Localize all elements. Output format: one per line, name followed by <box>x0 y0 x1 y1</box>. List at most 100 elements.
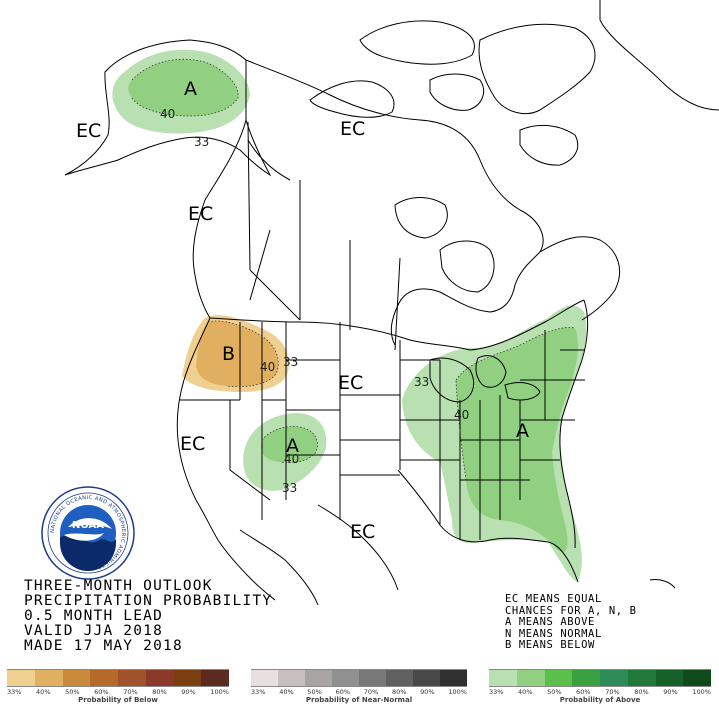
alaska-above-40-area <box>128 59 239 116</box>
ec-label-california: EC <box>180 433 205 455</box>
color-bar-below-swatch-6 <box>145 670 174 686</box>
noaa-logo: NATIONAL OCEANIC AND ATMOSPHERIC ADMINIS… <box>41 486 135 580</box>
title-line-3: 0.5 MONTH LEAD <box>24 608 164 624</box>
color-bar-above-tick-1: 33% <box>489 688 504 696</box>
color-bar-above-swatch-8 <box>683 670 711 686</box>
contour-label-alaska-33: 33 <box>194 135 209 149</box>
color-bar-below-swatch-1 <box>7 670 35 686</box>
legend-line-2: CHANCES FOR A, N, B <box>505 604 637 617</box>
color-bar-above-tick-6: 80% <box>634 688 649 696</box>
title-line-1: THREE-MONTH OUTLOOK <box>24 578 213 594</box>
color-bar-near-normal-tick-5: 70% <box>363 688 379 696</box>
color-bar-near-normal-swatch-4 <box>332 670 359 686</box>
color-bar-near-normal-tick-7: 90% <box>420 688 435 696</box>
color-bar-near-normal-swatch-8 <box>440 670 467 686</box>
contour-label-southwest-40: 40 <box>284 452 299 466</box>
map-boundaries <box>64 0 719 606</box>
ec-label-mexico: EC <box>350 521 375 543</box>
color-bar-below-tick-8: 100% <box>210 688 229 696</box>
legend-line-4: N MEANS NORMAL <box>505 627 602 640</box>
color-bar-near-normal-tick-1: 33% <box>251 688 266 696</box>
color-bar-above-ticks: 33% 40% 50% 60% 70% 80% 90% 100% <box>489 688 711 696</box>
ec-label-plains: EC <box>338 372 363 394</box>
outlook-title-block: THREE-MONTH OUTLOOK PRECIPITATION PROBAB… <box>24 579 354 654</box>
color-bar-near-normal: 33% 40% 50% 60% 70% 80% 90% 100% Probability of… <box>251 669 467 707</box>
color-bar-near-normal-swatch-6 <box>386 670 413 686</box>
color-bar-above-swatch-7 <box>655 670 684 686</box>
ec-label-bc: EC <box>188 203 213 225</box>
legend-line-3: A MEANS ABOVE <box>505 616 595 628</box>
color-bar-below-caption: Probability of Below <box>78 696 158 704</box>
color-bar-above-caption: Probability of Above <box>559 696 641 704</box>
color-bar-near-normal-swatch-5 <box>359 670 386 686</box>
color-bar-above-tick-7: 90% <box>663 688 678 696</box>
legend-line-1: EC MEANS EQUAL <box>505 593 602 605</box>
color-bar-above-swatch-5 <box>600 670 628 686</box>
noaa-logo-text: NOAA <box>72 520 104 531</box>
title-line-4: VALID JJA 2018 <box>24 623 164 639</box>
color-bar-below-swatch-7 <box>173 670 202 686</box>
color-bar-below-swatch-5 <box>118 670 146 686</box>
contour-label-northwest-40: 40 <box>260 360 275 374</box>
color-bar-near-normal-tick-4: 60% <box>335 688 351 696</box>
color-bar-near-normal-tick-8: 100% <box>448 688 467 696</box>
contour-label-east-40: 40 <box>454 408 469 422</box>
color-bar-above-tick-5: 70% <box>605 688 620 696</box>
color-bar-above-tick-3: 50% <box>547 688 562 696</box>
color-bar-below-swatches <box>7 669 229 687</box>
color-bar-below-swatch-8 <box>201 670 229 686</box>
color-bar-below-tick-7: 90% <box>181 688 196 696</box>
color-bar-near-normal-ticks: 33% 40% 50% 60% 70% 80% 90% 100% <box>251 688 467 696</box>
color-bar-above-swatch-3 <box>544 670 573 686</box>
contour-label-east-33: 33 <box>414 375 429 389</box>
color-bar-below: 33% 40% 50% 60% 70% 80% 90% 100% Probability of… <box>7 669 229 707</box>
color-bar-below-tick-3: 50% <box>65 688 80 696</box>
color-bar-above-swatch-6 <box>627 670 656 686</box>
legend-line-5: B MEANS BELOW <box>505 639 595 651</box>
color-bar-below-swatch-2 <box>34 670 63 686</box>
color-bar-below-tick-4: 60% <box>94 688 109 696</box>
map-labels: EC EC EC EC EC EC A A A B <box>76 78 529 543</box>
color-bar-above-tick-2: 40% <box>518 688 533 696</box>
color-bar-near-normal-swatch-2 <box>278 670 305 686</box>
probability-shading <box>112 49 587 582</box>
color-bar-near-normal-tick-2: 40% <box>279 688 294 696</box>
title-line-2: PRECIPITATION PROBABILITY <box>24 593 273 609</box>
color-bar-near-normal-swatches <box>251 669 467 687</box>
contour-label-alaska-40: 40 <box>160 107 175 121</box>
color-bar-near-normal-caption: Probability of Near-Normal <box>305 696 413 704</box>
below-label-northwest: B <box>222 343 235 365</box>
color-bar-below-tick-2: 40% <box>36 688 51 696</box>
color-bar-near-normal-swatch-3 <box>305 670 332 686</box>
color-bar-below-swatch-3 <box>62 670 91 686</box>
color-bar-above-swatch-2 <box>516 670 545 686</box>
color-bar-above-tick-4: 60% <box>576 688 591 696</box>
color-bar-above-swatch-1 <box>489 670 517 686</box>
above-label-alaska: A <box>184 78 197 100</box>
ec-label-alaska: EC <box>76 120 101 142</box>
above-label-east: A <box>516 420 529 442</box>
color-bar-above-swatch-4 <box>572 670 600 686</box>
color-bar-near-normal-swatch-1 <box>251 670 278 686</box>
northwest-below-40-area <box>196 320 279 387</box>
above-label-southwest: A <box>286 435 299 457</box>
contour-lines <box>131 58 576 481</box>
color-bar-above-tick-8: 100% <box>692 688 711 696</box>
color-bar-above-swatches <box>489 669 711 687</box>
contour-label-southwest-33: 33 <box>282 481 297 495</box>
color-bar-below-tick-5: 70% <box>123 688 138 696</box>
legend-explanation: EC MEANS EQUAL CHANCES FOR A, N, B A MEA… <box>505 593 705 652</box>
color-bar-below-ticks: 33% 40% 50% 60% 70% 80% 90% 100% <box>7 688 229 696</box>
contour-value-labels: 40 33 40 33 40 33 33 40 <box>160 107 469 495</box>
color-bar-near-normal-swatch-7 <box>413 670 440 686</box>
southwest-above-40-area <box>260 426 318 463</box>
contour-label-northwest-33: 33 <box>283 355 298 369</box>
color-bar-below-swatch-4 <box>90 670 118 686</box>
color-bar-near-normal-tick-6: 80% <box>391 688 407 696</box>
color-bar-near-normal-tick-3: 50% <box>307 688 322 696</box>
color-bar-below-tick-1: 33% <box>7 688 22 696</box>
ec-label-canada: EC <box>340 118 365 140</box>
color-bar-above: 33% 40% 50% 60% 70% 80% 90% 100% Probability of… <box>489 669 711 707</box>
